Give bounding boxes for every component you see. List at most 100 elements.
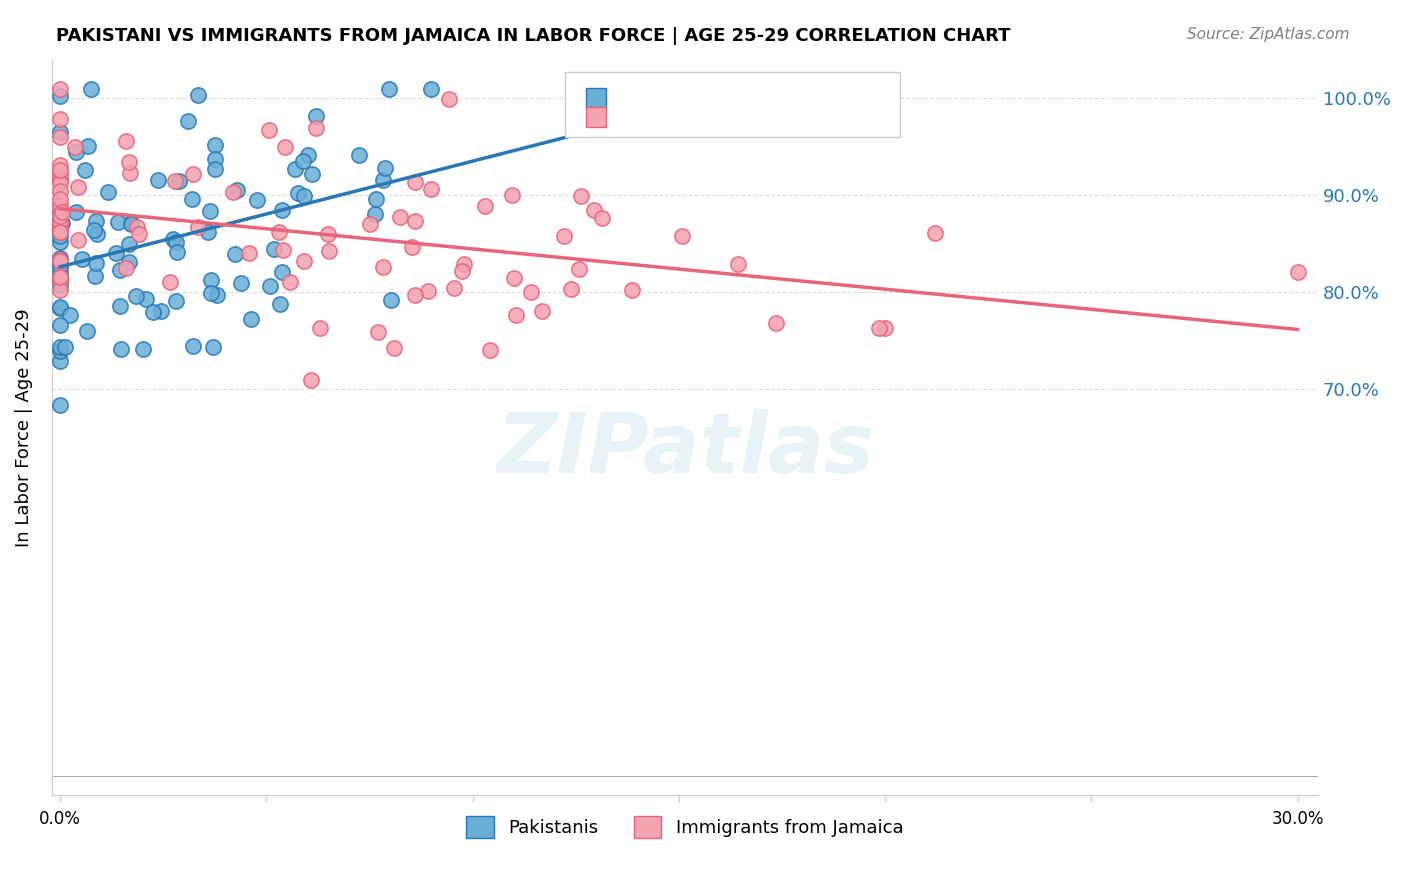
Point xyxy=(401,240,423,254)
Point xyxy=(404,213,426,227)
Point xyxy=(924,226,946,240)
Point xyxy=(127,220,149,235)
Point xyxy=(49,215,72,229)
Point xyxy=(207,288,229,302)
Point xyxy=(200,285,222,300)
Point xyxy=(420,182,443,196)
Text: 0.0%: 0.0% xyxy=(39,810,82,828)
Point xyxy=(180,192,202,206)
Point xyxy=(49,258,72,272)
Point xyxy=(404,175,426,189)
Point xyxy=(478,343,501,357)
Point xyxy=(366,192,388,206)
Point xyxy=(49,269,72,284)
Point xyxy=(181,339,204,353)
Point xyxy=(49,173,72,187)
Text: Source: ZipAtlas.com: Source: ZipAtlas.com xyxy=(1187,27,1350,42)
Point xyxy=(49,251,72,265)
Point xyxy=(453,257,475,271)
Point xyxy=(226,183,249,197)
Point xyxy=(49,89,72,103)
Point xyxy=(270,265,292,279)
Point xyxy=(51,216,73,230)
Point xyxy=(65,145,87,160)
Point xyxy=(104,245,127,260)
Point xyxy=(378,81,401,95)
Point xyxy=(374,161,396,176)
Point xyxy=(240,311,263,326)
Text: ZIPatlas: ZIPatlas xyxy=(496,409,875,490)
Point xyxy=(224,247,246,261)
Point xyxy=(204,137,226,152)
Point xyxy=(257,122,280,136)
Point xyxy=(187,219,209,234)
Point xyxy=(49,158,72,172)
Point xyxy=(505,308,527,322)
Point xyxy=(443,281,465,295)
Point xyxy=(263,242,285,256)
Legend: Pakistanis, Immigrants from Jamaica: Pakistanis, Immigrants from Jamaica xyxy=(460,809,911,846)
Point xyxy=(278,275,301,289)
Point xyxy=(301,167,323,181)
Point xyxy=(63,140,86,154)
Point xyxy=(49,398,72,412)
Point xyxy=(270,202,292,217)
Point xyxy=(49,219,72,234)
Point xyxy=(569,189,592,203)
Point xyxy=(553,229,575,244)
Point xyxy=(49,130,72,145)
Point xyxy=(271,244,294,258)
Point xyxy=(222,186,245,200)
Point xyxy=(115,260,138,275)
Point xyxy=(49,163,72,178)
Point xyxy=(520,285,543,299)
Point xyxy=(125,288,148,302)
Point xyxy=(73,162,96,177)
Point xyxy=(200,272,222,286)
Point xyxy=(875,320,897,334)
Point xyxy=(1286,265,1309,279)
Point xyxy=(49,259,72,273)
Point xyxy=(49,81,72,95)
Point xyxy=(79,81,101,95)
Point xyxy=(84,255,107,269)
Point xyxy=(110,342,132,356)
Point xyxy=(128,227,150,241)
Point xyxy=(165,235,187,249)
Point xyxy=(49,269,72,284)
Point xyxy=(55,340,77,354)
Point xyxy=(83,223,105,237)
Point xyxy=(49,211,72,226)
Point xyxy=(388,210,411,224)
Point xyxy=(49,343,72,358)
Point xyxy=(49,225,72,239)
Point xyxy=(120,217,142,231)
Point xyxy=(49,173,72,187)
Point xyxy=(115,134,138,148)
Point xyxy=(501,187,523,202)
Point xyxy=(259,279,281,293)
Point xyxy=(274,139,297,153)
Point xyxy=(269,297,291,311)
Point xyxy=(49,354,72,368)
Point xyxy=(49,253,72,268)
Point xyxy=(65,204,87,219)
Point xyxy=(132,342,155,356)
Point xyxy=(246,193,269,207)
Point xyxy=(67,180,90,194)
Point xyxy=(418,284,440,298)
Point xyxy=(107,214,129,228)
Point xyxy=(367,326,389,340)
Point xyxy=(120,216,142,230)
Point xyxy=(231,276,253,290)
Point xyxy=(59,309,82,323)
Point xyxy=(284,162,307,177)
Point xyxy=(187,87,209,102)
FancyBboxPatch shape xyxy=(565,72,900,136)
Point xyxy=(49,176,72,190)
Point xyxy=(439,92,461,106)
Point xyxy=(108,299,131,313)
Point xyxy=(49,301,72,315)
Point xyxy=(380,293,402,308)
Point xyxy=(86,227,108,242)
